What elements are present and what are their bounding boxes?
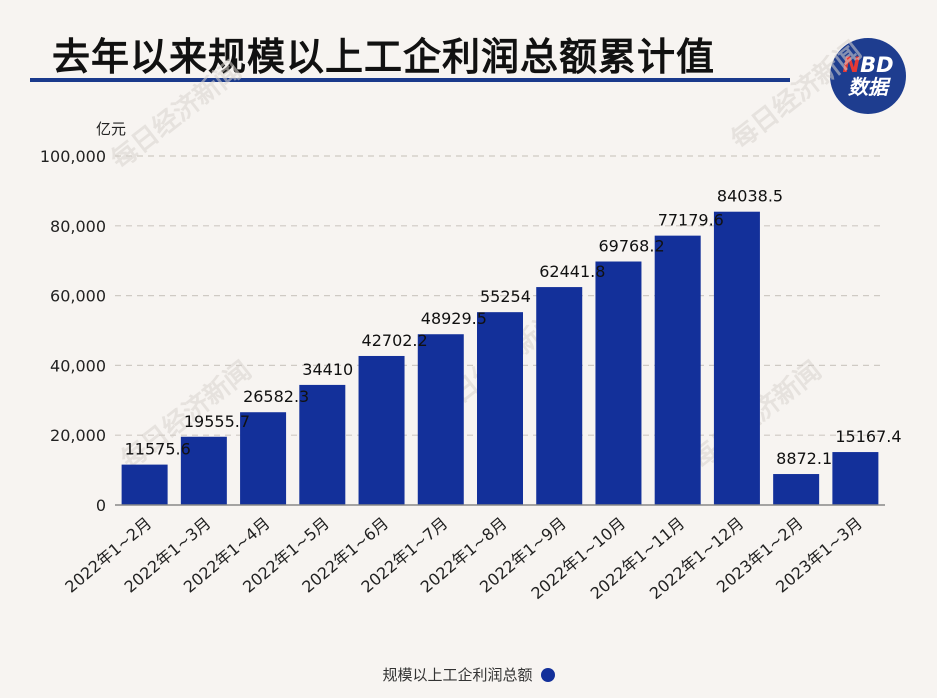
y-tick-label: 20,000 [50,426,106,445]
value-label: 69768.2 [598,237,664,256]
legend-swatch [540,667,555,682]
value-label: 8872.1 [776,449,832,468]
bar [240,412,287,505]
legend-label: 规模以上工企利润总额 [382,666,533,684]
y-tick-label: 40,000 [50,356,106,375]
legend: 规模以上工企利润总额 [0,664,937,685]
value-label: 26582.3 [243,387,309,406]
y-tick-label: 60,000 [50,287,106,306]
value-label: 77179.6 [658,211,724,230]
y-axis-tick-labels: 0 20,000 40,000 60,000 80,000 100,000 [40,147,106,515]
y-axis-unit-label: 亿元 [96,120,127,138]
bar [832,452,879,505]
bar [536,287,583,505]
bar [358,355,405,505]
bar [654,235,701,505]
bar [713,211,760,505]
value-label: 84038.5 [717,187,783,206]
bar [121,464,168,505]
nbd-data-logo: NBD 数据 [830,38,906,114]
bar [773,474,820,505]
value-label: 11575.6 [125,440,191,459]
value-label: 19555.7 [184,412,250,431]
y-tick-label: 100,000 [40,147,106,166]
value-label: 62441.8 [539,262,605,281]
y-tick-label: 80,000 [50,217,106,236]
bar [477,312,523,505]
bar [595,261,642,505]
bar [180,436,227,505]
watermark-text: 每日经济新闻 [105,55,247,175]
value-label: 34410 [302,360,353,379]
value-label: 48929.5 [421,309,487,328]
value-label: 55254 [480,287,531,306]
title-underline [30,78,790,82]
value-labels: 11575.6 19555.7 26582.3 34410 42702.2 48929.5… [125,187,902,468]
chart-title: 去年以来规模以上工企利润总额累计值 [52,35,716,79]
bar [417,334,464,505]
value-label: 42702.2 [362,331,428,350]
value-label: 15167.4 [835,427,901,446]
watermark-text: 每日经济新闻 [725,35,867,155]
x-axis-tick-labels: 2022年1~2月2022年1~3月2022年1~4月2022年1~5月2022… [61,514,866,604]
bars [121,211,879,505]
y-tick-label: 0 [96,496,106,515]
bar [299,384,346,505]
